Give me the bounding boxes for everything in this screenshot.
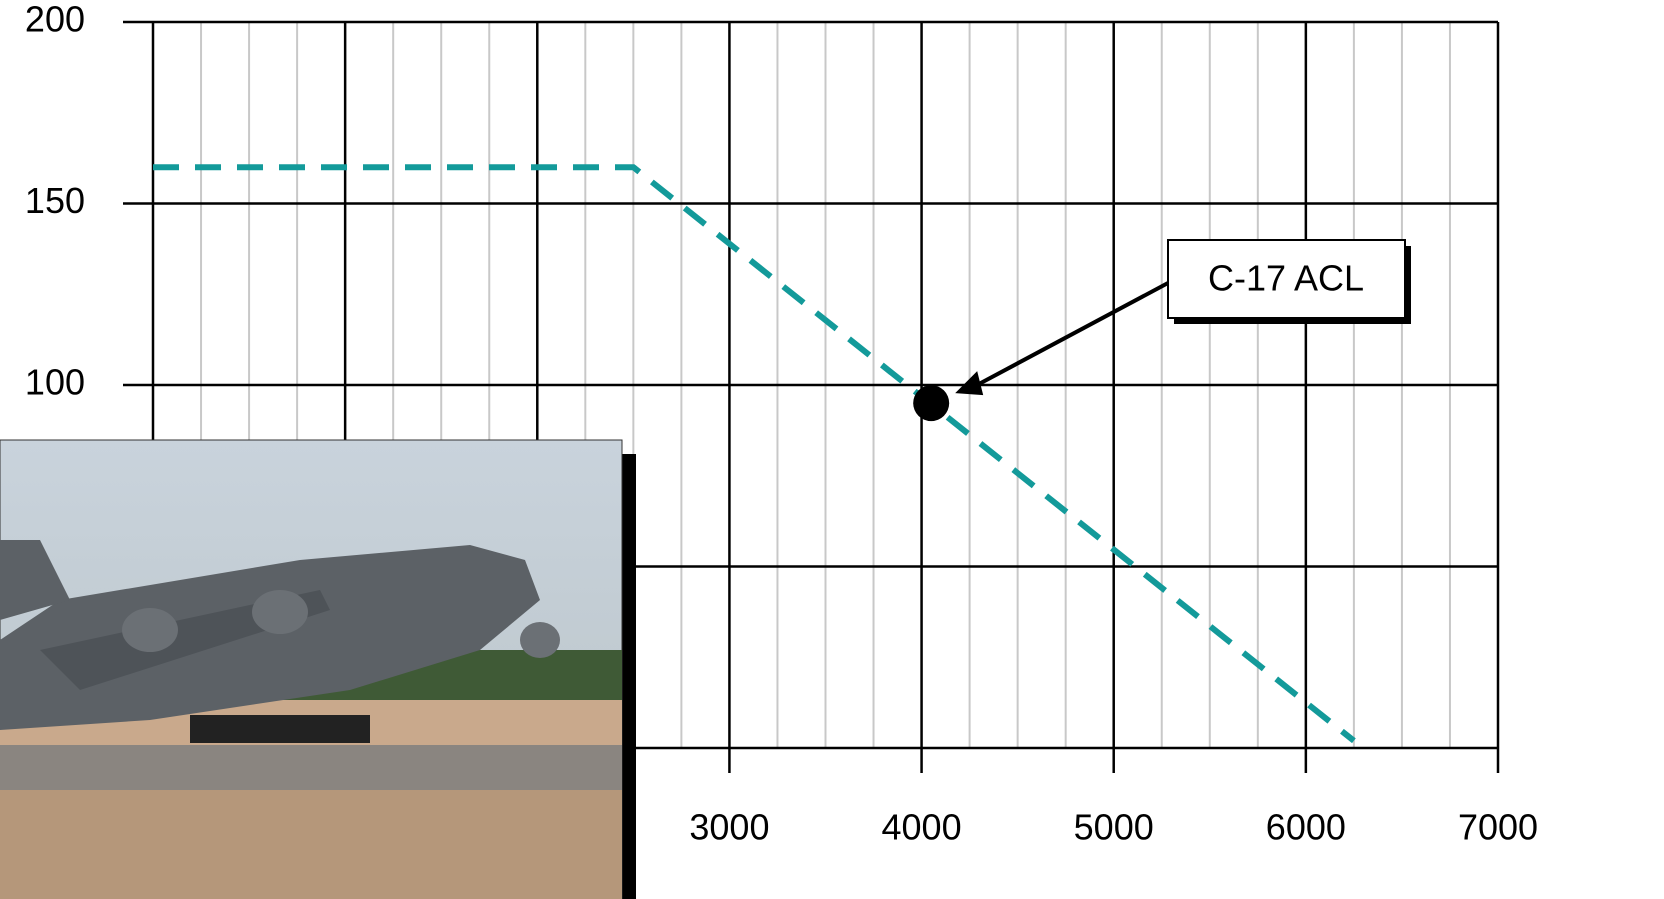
photo-gear [190, 715, 370, 743]
annotation-arrow [971, 283, 1168, 388]
y-tick-label: 100 [25, 362, 85, 403]
photo-ground [0, 790, 622, 899]
x-tick-label: 4000 [882, 807, 962, 848]
chart: 0501001502000100020003000400050006000700… [0, 0, 1664, 899]
photo-engine [122, 608, 178, 652]
aircraft-photo [0, 440, 636, 899]
x-tick-label: 5000 [1074, 807, 1154, 848]
x-tick-label: 7000 [1458, 807, 1538, 848]
x-tick-label: 6000 [1266, 807, 1346, 848]
y-tick-label: 150 [25, 180, 85, 221]
x-tick-label: 3000 [689, 807, 769, 848]
photo-engine [252, 590, 308, 634]
annotation-label: C-17 ACL [1208, 258, 1364, 299]
acl-point [913, 385, 949, 421]
y-tick-label: 200 [25, 0, 85, 40]
photo-runway [0, 745, 622, 795]
photo-engine [520, 622, 560, 658]
